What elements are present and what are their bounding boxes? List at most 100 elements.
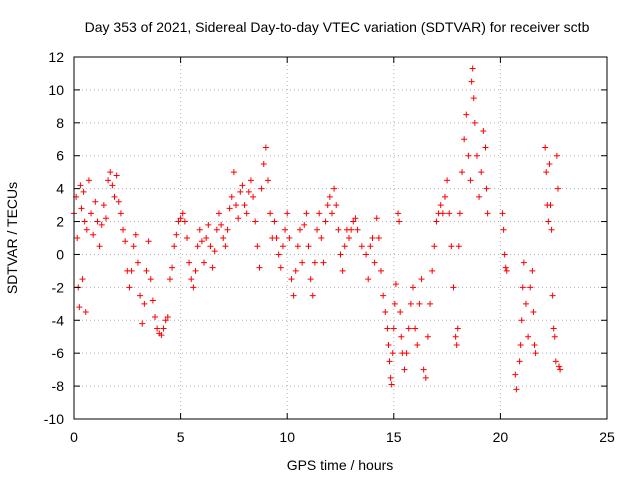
data-point — [279, 243, 286, 250]
data-point — [550, 325, 557, 332]
data-point — [316, 210, 323, 217]
x-tick-label: 5 — [177, 429, 185, 445]
data-point — [186, 259, 193, 266]
data-point — [305, 243, 312, 250]
data-point — [77, 182, 84, 189]
data-point — [113, 172, 120, 179]
data-point — [547, 202, 554, 209]
data-point — [532, 350, 539, 357]
data-point — [126, 284, 133, 291]
data-point — [239, 182, 246, 189]
data-point — [271, 218, 278, 225]
data-point — [476, 193, 483, 200]
y-axis-label: SDTVAR / TECUs — [4, 182, 20, 294]
data-point — [501, 251, 508, 258]
data-point — [307, 276, 314, 283]
data-point — [397, 309, 404, 316]
data-point — [367, 243, 374, 250]
data-point — [530, 309, 537, 316]
data-point — [100, 202, 107, 209]
data-point — [205, 221, 212, 228]
data-point — [326, 193, 333, 200]
data-point — [292, 267, 299, 274]
data-point — [378, 267, 385, 274]
data-point — [299, 259, 306, 266]
data-point — [499, 210, 506, 217]
data-point — [414, 341, 421, 348]
data-point — [480, 128, 487, 135]
data-point — [441, 193, 448, 200]
data-point — [391, 300, 398, 307]
data-point — [262, 144, 269, 151]
data-point — [401, 366, 408, 373]
data-point — [352, 215, 359, 222]
data-point — [134, 259, 141, 266]
data-point — [309, 292, 316, 299]
y-tick-label: -8 — [52, 378, 65, 394]
data-point — [465, 152, 472, 159]
data-point — [422, 374, 429, 381]
data-point — [328, 210, 335, 217]
y-tick-label: -4 — [52, 312, 65, 328]
data-point — [166, 276, 173, 283]
data-points — [71, 65, 564, 393]
data-point — [303, 210, 310, 217]
data-point — [237, 188, 244, 195]
data-point — [78, 205, 85, 212]
data-point — [557, 366, 564, 373]
data-point — [192, 267, 199, 274]
data-point — [519, 284, 526, 291]
data-point — [371, 259, 378, 266]
data-point — [173, 231, 180, 238]
grid — [74, 57, 607, 419]
data-point — [470, 95, 477, 102]
data-point — [551, 333, 558, 340]
data-point — [143, 267, 150, 274]
data-point — [162, 317, 169, 324]
data-point — [273, 235, 280, 241]
data-point — [365, 276, 372, 283]
y-tick-label: -10 — [44, 411, 64, 427]
data-point — [94, 218, 101, 225]
data-point — [198, 238, 205, 245]
data-point — [286, 235, 293, 241]
data-point — [120, 226, 127, 233]
data-point — [358, 243, 365, 250]
data-point — [141, 300, 148, 307]
data-point — [418, 276, 425, 283]
data-point — [500, 226, 507, 233]
x-tick-label: 10 — [279, 429, 295, 445]
y-tick-label: -6 — [52, 345, 65, 361]
data-point — [437, 202, 444, 209]
data-point — [380, 292, 387, 299]
data-point — [233, 202, 240, 209]
data-point — [296, 226, 303, 233]
data-point — [207, 243, 214, 250]
data-point — [556, 363, 563, 370]
data-point — [450, 284, 457, 291]
data-point — [284, 210, 291, 217]
data-point — [398, 333, 405, 340]
y-tick-label: 8 — [56, 115, 64, 131]
data-point — [76, 304, 83, 311]
data-point — [177, 215, 184, 222]
data-point — [348, 226, 355, 233]
data-point — [339, 267, 346, 274]
data-point — [260, 160, 267, 167]
data-point — [518, 317, 525, 324]
data-point — [175, 218, 182, 225]
data-point — [513, 386, 520, 393]
data-point — [320, 259, 327, 266]
data-point — [169, 264, 176, 271]
data-point — [363, 251, 370, 258]
data-point — [471, 119, 478, 126]
data-point — [154, 325, 161, 332]
data-point — [416, 300, 423, 307]
data-point — [181, 218, 188, 225]
chart-title: Day 353 of 2021, Sidereal Day-to-day VTE… — [85, 19, 590, 35]
data-point — [427, 300, 434, 307]
data-point — [369, 235, 376, 241]
data-point — [473, 152, 480, 159]
data-point — [85, 177, 92, 184]
data-point — [247, 177, 254, 184]
